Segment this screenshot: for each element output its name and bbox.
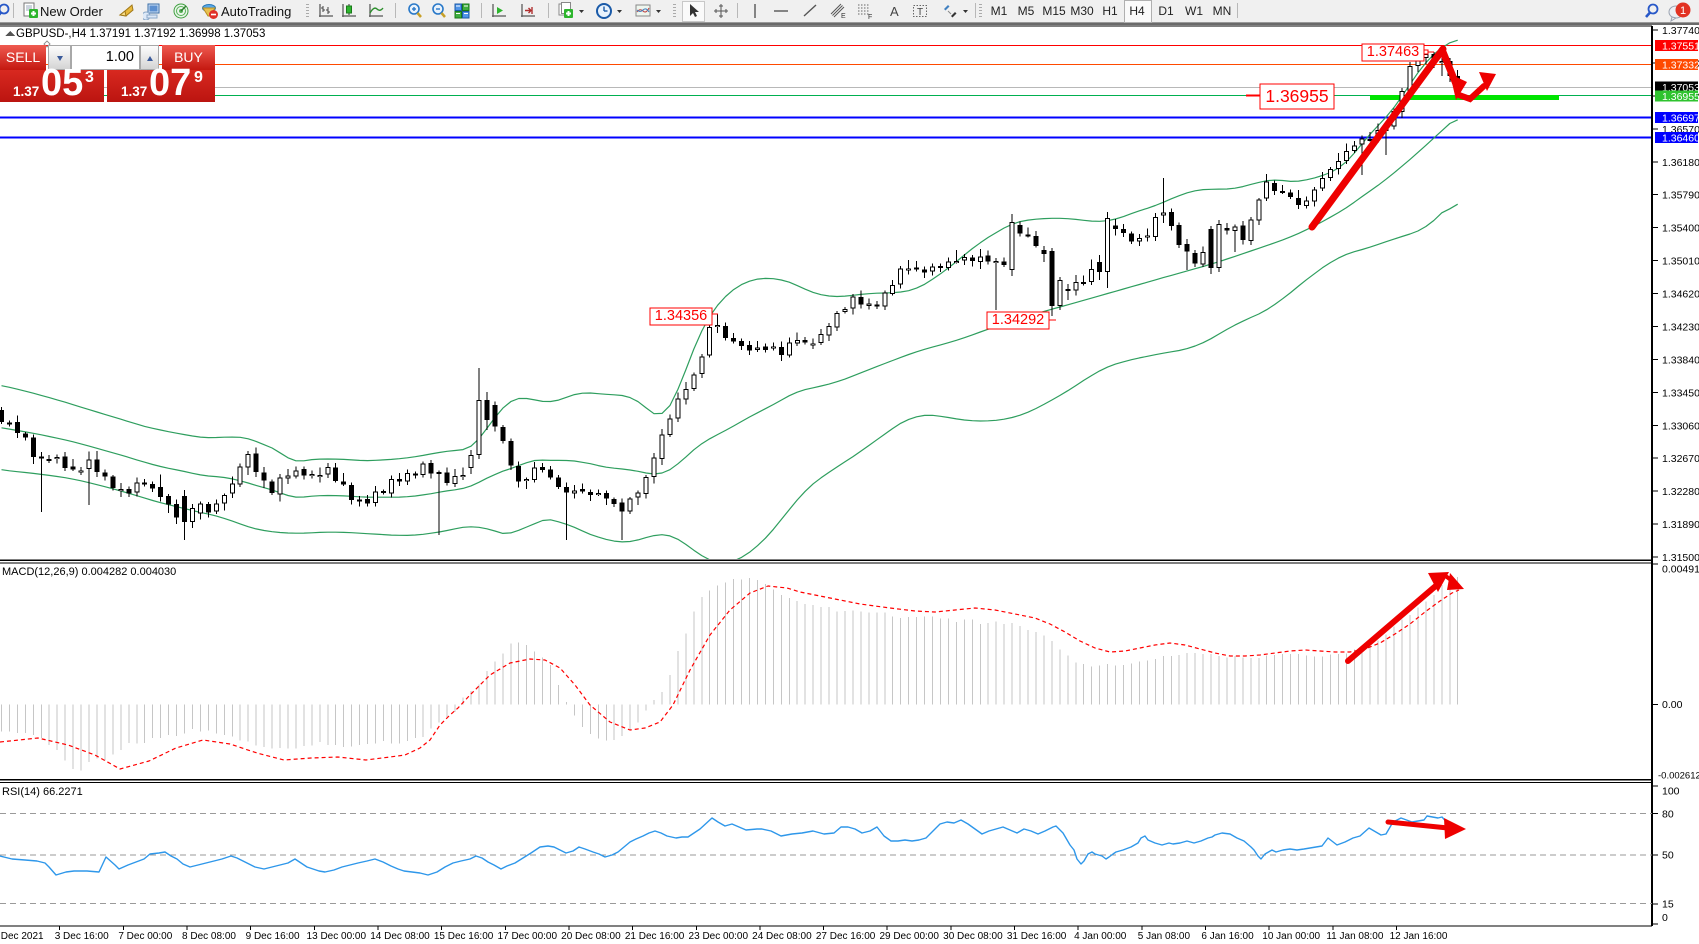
svg-text:1.33060: 1.33060 [1662, 420, 1699, 432]
svg-text:T: T [917, 7, 923, 18]
svg-text:RSI(14) 66.2271: RSI(14) 66.2271 [2, 786, 83, 798]
svg-text:1.31500: 1.31500 [1662, 552, 1699, 564]
svg-text:0.00: 0.00 [1662, 699, 1683, 711]
svg-text:31 Dec 16:00: 31 Dec 16:00 [1007, 931, 1067, 942]
svg-text:27 Dec 16:00: 27 Dec 16:00 [816, 931, 876, 942]
svg-text:1.34620: 1.34620 [1662, 289, 1699, 301]
svg-text:1.35790: 1.35790 [1662, 190, 1699, 202]
svg-text:100: 100 [1662, 786, 1680, 798]
svg-text:15: 15 [1662, 899, 1674, 911]
svg-text:1.33450: 1.33450 [1662, 387, 1699, 399]
svg-text:GBPUSD-,H4 1.37191 1.37192 1.: GBPUSD-,H4 1.37191 1.37192 1.36998 1.370… [16, 28, 265, 40]
svg-text:6 Jan 16:00: 6 Jan 16:00 [1201, 931, 1254, 942]
svg-text:E: E [841, 13, 846, 20]
svg-text:17 Dec 00:00: 17 Dec 00:00 [498, 931, 558, 942]
svg-text:1.31890: 1.31890 [1662, 519, 1699, 531]
svg-text:MACD(12,26,9) 0.004282 0.00403: MACD(12,26,9) 0.004282 0.004030 [2, 566, 176, 578]
svg-text:1.34230: 1.34230 [1662, 322, 1699, 334]
svg-text:8 Dec 08:00: 8 Dec 08:00 [182, 931, 236, 942]
svg-text:1.36180: 1.36180 [1662, 157, 1699, 169]
svg-text:5 Dec 2021: 5 Dec 2021 [0, 931, 44, 942]
svg-text:1.32280: 1.32280 [1662, 486, 1699, 498]
svg-text:1.37551: 1.37551 [1662, 41, 1699, 53]
svg-text:1.37740: 1.37740 [1662, 25, 1699, 37]
svg-text:3 Dec 16:00: 3 Dec 16:00 [55, 931, 109, 942]
svg-text:13 Dec 00:00: 13 Dec 00:00 [307, 931, 367, 942]
svg-text:9 Dec 16:00: 9 Dec 16:00 [246, 931, 300, 942]
svg-text:1.37463: 1.37463 [1367, 44, 1419, 60]
svg-text:1.36955: 1.36955 [1662, 91, 1699, 103]
svg-text:14 Dec 08:00: 14 Dec 08:00 [370, 931, 430, 942]
svg-text:24 Dec 08:00: 24 Dec 08:00 [752, 931, 812, 942]
svg-text:1.35400: 1.35400 [1662, 223, 1699, 235]
svg-text:1.34356: 1.34356 [655, 308, 707, 324]
svg-text:50: 50 [1662, 850, 1674, 862]
svg-text:0: 0 [1662, 912, 1668, 924]
svg-text:1.36460: 1.36460 [1662, 133, 1699, 145]
svg-text:12 Jan 16:00: 12 Jan 16:00 [1390, 931, 1448, 942]
svg-text:1.35010: 1.35010 [1662, 256, 1699, 268]
svg-text:1.36697: 1.36697 [1662, 113, 1699, 125]
svg-text:30 Dec 08:00: 30 Dec 08:00 [943, 931, 1003, 942]
svg-text:-0.002612: -0.002612 [1658, 771, 1699, 782]
svg-text:5 Jan 08:00: 5 Jan 08:00 [1138, 931, 1191, 942]
svg-text:F: F [868, 14, 872, 20]
svg-text:29 Dec 00:00: 29 Dec 00:00 [879, 931, 939, 942]
svg-text:80: 80 [1662, 809, 1674, 821]
svg-text:A: A [890, 4, 899, 19]
svg-text:1.33840: 1.33840 [1662, 354, 1699, 366]
svg-text:21 Dec 16:00: 21 Dec 16:00 [625, 931, 685, 942]
svg-text:7 Dec 00:00: 7 Dec 00:00 [118, 931, 172, 942]
svg-text:20 Dec 08:00: 20 Dec 08:00 [561, 931, 621, 942]
svg-text:1.34292: 1.34292 [992, 312, 1044, 328]
svg-text:1.37332: 1.37332 [1662, 60, 1699, 72]
svg-text:1: 1 [1680, 5, 1686, 17]
svg-text:10 Jan 00:00: 10 Jan 00:00 [1262, 931, 1320, 942]
svg-text:1.32670: 1.32670 [1662, 453, 1699, 465]
svg-text:15 Dec 16:00: 15 Dec 16:00 [434, 931, 494, 942]
svg-text:1.36955: 1.36955 [1265, 86, 1328, 106]
svg-text:23 Dec 00:00: 23 Dec 00:00 [689, 931, 749, 942]
svg-text:11 Jan 08:00: 11 Jan 08:00 [1326, 931, 1384, 942]
svg-text:4 Jan 00:00: 4 Jan 00:00 [1074, 931, 1127, 942]
svg-text:0.00491: 0.00491 [1662, 564, 1699, 576]
